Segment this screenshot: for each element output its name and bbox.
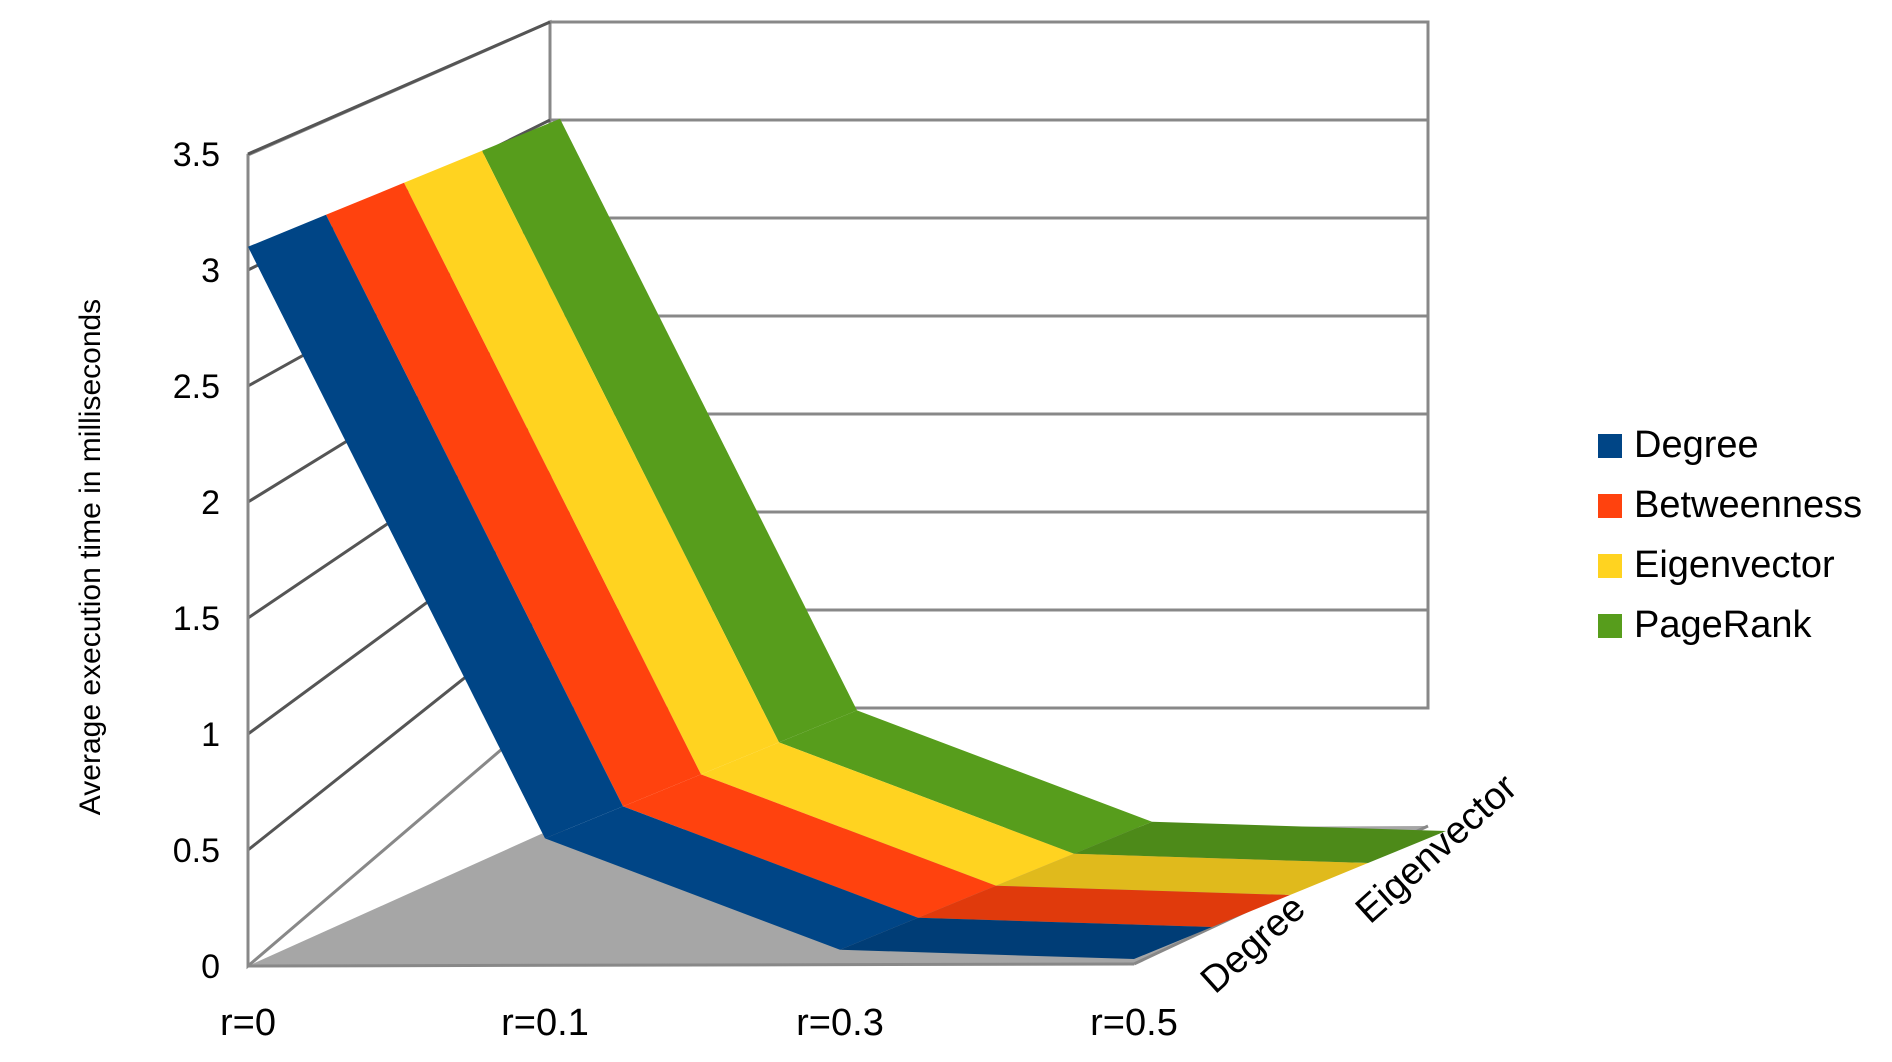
ribbon-segment [701, 742, 1074, 886]
ribbon-segment [779, 710, 1152, 854]
legend-label: PageRank [1634, 604, 1812, 646]
y-tick-label: 2.5 [173, 368, 220, 406]
y-tick-label: 3.5 [173, 136, 220, 174]
y-tick-label: 1 [201, 716, 220, 754]
legend-swatch [1598, 554, 1622, 578]
legend-label: Eigenvector [1634, 544, 1835, 586]
legend-swatch [1598, 614, 1622, 638]
x-category-label: r=0.1 [501, 1002, 589, 1044]
series-ribbons [248, 118, 1446, 960]
series-degree [248, 214, 1212, 960]
ribbon-segment [545, 806, 918, 950]
y-tick-label: 3 [201, 252, 220, 290]
x-category-label: r=0.5 [1090, 1002, 1178, 1044]
y-axis-title: Average execution time in milliseconds [74, 299, 107, 815]
ribbon-segment [482, 118, 857, 743]
x-category-label: r=0 [220, 1002, 276, 1044]
ribbon-segment [248, 214, 623, 839]
x-category-label: r=0.3 [796, 1002, 884, 1044]
ribbon-segment [404, 150, 779, 775]
y-tick-label: 0 [201, 948, 220, 986]
legend: Degree Betweenness Eigenvector PageRank [1598, 424, 1862, 646]
series-pagerank [482, 118, 1446, 864]
side-gridline [247, 20, 551, 156]
y-tick-label: 1.5 [173, 600, 220, 638]
series-eigenvector [404, 150, 1368, 896]
legend-label: Degree [1634, 424, 1759, 466]
legend-swatch [1598, 494, 1622, 518]
ribbon-segment [623, 774, 996, 918]
ribbon-segment [1074, 821, 1446, 864]
y-tick-labels: 0 0.5 1 1.5 2 2.5 3 3.5 [173, 136, 220, 986]
legend-label: Betweenness [1634, 484, 1862, 526]
ribbon-segment [840, 917, 1212, 960]
legend-swatch [1598, 434, 1622, 458]
ribbon-segment [326, 182, 701, 807]
series-betweenness [326, 182, 1290, 928]
ribbon-segment [996, 853, 1368, 896]
y-tick-label: 2 [201, 484, 220, 522]
x-axis-line [247, 962, 1135, 968]
y-tick-label: 0.5 [173, 832, 220, 870]
ribbon-segment [918, 885, 1290, 928]
x-category-labels: r=0 r=0.1 r=0.3 r=0.5 [220, 1002, 1178, 1044]
